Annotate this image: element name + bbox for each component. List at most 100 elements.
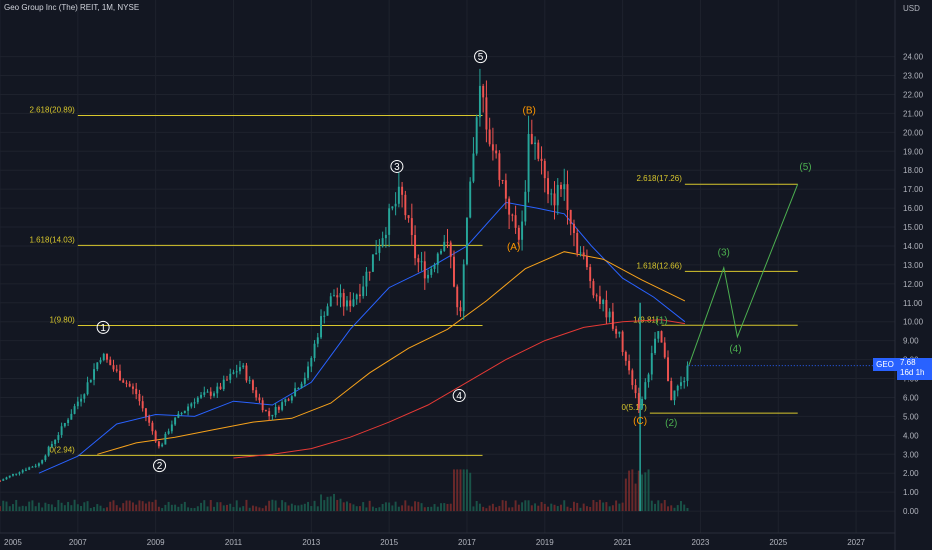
volume-bar (274, 500, 277, 512)
volume-bar (388, 502, 391, 512)
candle-body (219, 386, 222, 390)
volume-bar (216, 502, 219, 512)
volume-bar (553, 504, 556, 512)
candle-body (70, 413, 73, 420)
candle-body (261, 400, 264, 411)
candle-body (663, 342, 666, 358)
candle-body (446, 241, 449, 243)
candle-body (86, 382, 89, 395)
volume-bar (598, 499, 601, 512)
volume-bar (209, 500, 212, 512)
candle-body (475, 117, 478, 154)
x-tick-label: 2021 (614, 538, 632, 547)
candle-body (547, 178, 549, 195)
candle-body (394, 203, 397, 207)
volume-bar (407, 505, 410, 512)
volume-bar (264, 505, 267, 512)
volume-bar (248, 507, 251, 512)
candle-body (242, 365, 245, 368)
time-axis[interactable]: 2005 2007 2009 2011 2013 2015 2017 2019 2021 2023… (0, 532, 895, 547)
volume-bar (170, 504, 173, 512)
candle-body (148, 416, 151, 423)
volume-bar (300, 504, 303, 512)
y-tick-label: 3.00 (903, 450, 919, 459)
volume-bar (8, 506, 11, 512)
y-tick-label: 16.00 (903, 204, 924, 213)
candle-body (41, 460, 44, 464)
candle-body (119, 370, 121, 381)
fib-level-label: 0(2.94) (49, 445, 75, 454)
candle-body (96, 362, 99, 370)
candle-body (501, 179, 504, 181)
price-axis[interactable]: 24.00 23.00 22.00 21.00 20.00 19.00 18.00 17.00… (688, 0, 924, 550)
candle-body (336, 295, 339, 298)
volume-bar (34, 506, 37, 512)
candle-body (128, 383, 131, 387)
candle-body (323, 315, 326, 317)
volume-bar (378, 507, 381, 512)
volume-bar (391, 505, 394, 512)
candle-body (196, 397, 199, 403)
volume-bar (313, 500, 316, 512)
volume-bar (235, 500, 238, 512)
volume-bar (15, 499, 18, 512)
candle-body (248, 380, 251, 382)
volume-bar (99, 505, 102, 512)
candle-body (585, 256, 588, 268)
candle-body (362, 286, 365, 297)
volume-bar (634, 483, 637, 512)
candle-body (420, 261, 423, 263)
volume-bar (63, 505, 66, 512)
candle-body (180, 413, 183, 415)
volume-bar (21, 505, 24, 512)
candle-body (485, 97, 488, 130)
volume-bar (67, 501, 70, 512)
candle-body (368, 271, 371, 273)
volume-bar (641, 474, 644, 512)
volume-bar (427, 506, 430, 512)
volume-bar (443, 503, 446, 512)
volume-bar (119, 507, 121, 512)
y-tick-label: 5.00 (903, 412, 919, 421)
candle-body (598, 296, 601, 305)
candle-body (680, 382, 682, 386)
candle-body (391, 206, 394, 209)
candle-body (511, 214, 514, 216)
bar-countdown: 16d 1h (900, 368, 925, 377)
volume-bar (157, 506, 160, 512)
volume-bar (414, 501, 417, 512)
volume-bar (417, 501, 420, 512)
candle-body (339, 293, 342, 298)
candle-body (462, 264, 465, 312)
volume-bar (135, 504, 138, 512)
volume-bar (362, 502, 365, 512)
candle-body (436, 253, 439, 265)
candle-body (44, 455, 47, 461)
volume-bar (576, 502, 579, 512)
volume-bar (589, 507, 592, 512)
candle-body (109, 359, 112, 366)
candle-body (611, 311, 614, 329)
candle-body (193, 402, 196, 404)
volume-bar (271, 499, 274, 512)
volume-bar (637, 470, 640, 512)
volume-bar (585, 506, 588, 512)
candle-body (89, 379, 92, 383)
volume-bar (453, 469, 455, 512)
volume-bar (495, 507, 498, 512)
volume-bar (595, 502, 598, 512)
wave-label: (B) (523, 105, 536, 116)
candle-body (135, 388, 138, 395)
volume-bar (174, 504, 177, 512)
volume-bar (148, 501, 151, 512)
candle-body (397, 186, 400, 204)
fib-level-label: 1.618(12.66) (636, 261, 682, 270)
volume-bar (657, 500, 660, 512)
y-tick-label: 6.00 (903, 393, 919, 402)
candle-body (430, 268, 433, 275)
volume-bar (44, 502, 47, 512)
volume-bar (621, 502, 624, 512)
candle-body (313, 343, 316, 359)
currency-label: USD (903, 4, 920, 13)
